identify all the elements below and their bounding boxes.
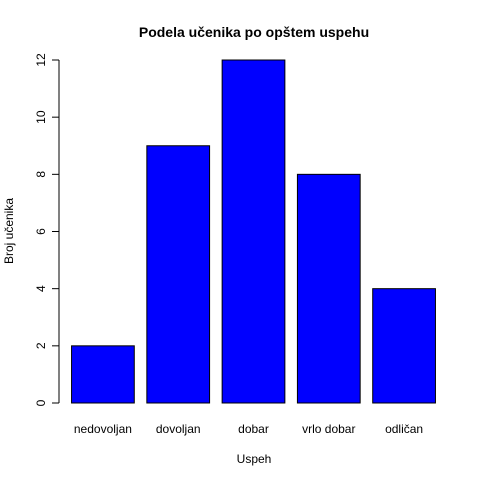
y-axis-label: Broj učenika	[2, 198, 16, 264]
y-tick-label: 8	[34, 171, 48, 178]
bars-group	[71, 59, 436, 404]
x-tick-label: dobar	[238, 422, 269, 436]
y-tick-label: 2	[34, 342, 48, 349]
bar-odličan	[372, 288, 436, 404]
x-tick-label: odličan	[385, 422, 423, 436]
category-labels: nedovoljan dovoljan dobar vrlo dobar odličan	[74, 422, 423, 436]
bar-dovoljan	[146, 145, 211, 404]
y-tick-label: 12	[34, 53, 48, 67]
x-tick-label: dovoljan	[156, 422, 201, 436]
bar-dobar	[221, 59, 286, 404]
y-tick-label: 0	[34, 399, 48, 406]
bar-vrlo-dobar	[296, 173, 361, 404]
x-axis-label: Uspeh	[237, 452, 272, 466]
chart-title: Podela učenika po opštem uspehu	[139, 24, 369, 40]
y-tick-label: 10	[34, 110, 48, 124]
x-tick-label: nedovoljan	[74, 422, 132, 436]
y-tick-label: 6	[34, 228, 48, 235]
bar-nedovoljan	[71, 345, 135, 404]
x-tick-label: vrlo dobar	[302, 422, 355, 436]
y-tick-label: 4	[34, 285, 48, 292]
y-axis: 0 2 4 6 8 10 12	[34, 53, 60, 406]
